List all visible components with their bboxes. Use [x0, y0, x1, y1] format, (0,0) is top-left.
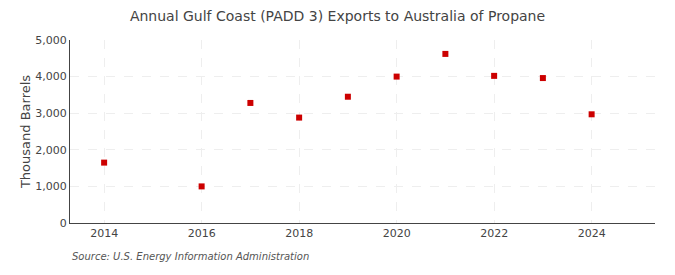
- svg-text:2020: 2020: [383, 227, 411, 240]
- svg-text:0: 0: [60, 217, 67, 230]
- svg-text:5,000: 5,000: [35, 34, 67, 47]
- svg-text:2014: 2014: [90, 227, 118, 240]
- svg-text:1,000: 1,000: [35, 180, 67, 193]
- svg-text:Source: U.S. Energy Informatio: Source: U.S. Energy Information Administ…: [72, 251, 309, 262]
- svg-text:2016: 2016: [188, 227, 216, 240]
- svg-text:4,000: 4,000: [35, 70, 67, 83]
- svg-text:2,000: 2,000: [35, 144, 67, 157]
- svg-text:2018: 2018: [285, 227, 313, 240]
- svg-text:2024: 2024: [578, 227, 606, 240]
- svg-text:Thousand Barrels: Thousand Barrels: [18, 75, 33, 189]
- svg-text:3,000: 3,000: [35, 107, 67, 120]
- svg-text:2022: 2022: [480, 227, 508, 240]
- svg-text:Annual Gulf Coast (PADD 3) Exp: Annual Gulf Coast (PADD 3) Exports to Au…: [130, 8, 545, 24]
